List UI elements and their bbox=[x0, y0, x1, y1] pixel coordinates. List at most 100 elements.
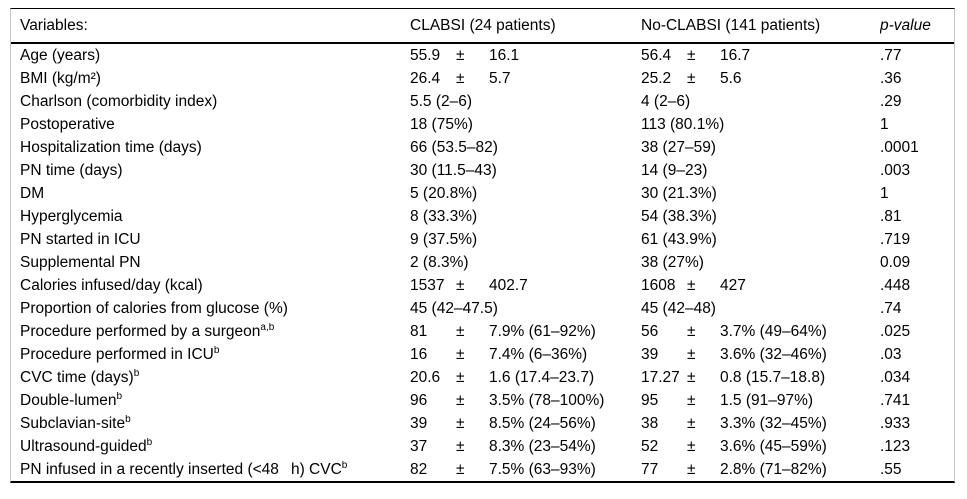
p-value-cell: .448 bbox=[880, 277, 954, 295]
plus-minus-sign: ± bbox=[687, 322, 696, 340]
table-row: Postoperative 18 (75%) 113 (80.1%) 1 bbox=[11, 113, 954, 136]
column-header-p-value: p-value bbox=[880, 16, 931, 34]
clabsi-value-cell-sd-range: 16.1 bbox=[489, 46, 520, 64]
p-value-cell: .933 bbox=[880, 415, 954, 433]
clabsi-value-cell-text: 66 (53.5–82) bbox=[410, 138, 498, 156]
no-clabsi-value-cell: 52 ±3.6% (45–59%) bbox=[641, 438, 880, 456]
no-clabsi-value-cell-sd-range: 0.8 (15.7–18.8) bbox=[720, 368, 826, 386]
variable-label: Postoperative bbox=[20, 115, 115, 133]
clabsi-value-cell-mean: 55.9 bbox=[410, 46, 441, 64]
variable-cell: Postoperative bbox=[11, 116, 410, 134]
table-row: Hospitalization time (days) 66 (53.5–82) 3… bbox=[11, 136, 954, 159]
variable-label: Procedure performed in ICU bbox=[20, 345, 214, 363]
clabsi-value-cell: 96 ±3.5% (78–100%) bbox=[410, 392, 641, 410]
plus-minus-sign: ± bbox=[687, 368, 696, 386]
p-value-cell: 1 bbox=[880, 116, 954, 134]
no-clabsi-value-cell: 56 ±3.7% (49–64%) bbox=[641, 323, 880, 341]
variable-label: Double-lumen bbox=[20, 391, 117, 409]
no-clabsi-value-cell-sd-range: 16.7 bbox=[720, 46, 751, 64]
p-value: .741 bbox=[880, 391, 911, 409]
clabsi-value-cell-sd-range: 8.5% (24–56%) bbox=[489, 414, 596, 432]
table-row: Calories infused/day (kcal) 1537 ±402.7 160… bbox=[11, 274, 954, 297]
plus-minus-sign: ± bbox=[687, 437, 696, 455]
variable-label: Proportion of calories from glucose (%) bbox=[20, 299, 288, 317]
table-row: Subclavian-siteb 39 ±8.5% (24–56%) 38 ±3.3% … bbox=[11, 412, 954, 435]
no-clabsi-value-cell: 30 (21.3%) bbox=[641, 185, 880, 203]
clabsi-value-cell: 16 ±7.4% (6–36%) bbox=[410, 346, 641, 364]
clabsi-value-cell: 66 (53.5–82) bbox=[410, 139, 641, 157]
plus-minus-sign: ± bbox=[687, 276, 696, 294]
variable-cell: Calories infused/day (kcal) bbox=[11, 277, 410, 295]
variable-cell: PN started in ICU bbox=[11, 231, 410, 249]
table-row: Ultrasound-guidedb 37 ±8.3% (23–54%) 52 ±3.6… bbox=[11, 435, 954, 458]
p-value-cell: .034 bbox=[880, 369, 954, 387]
no-clabsi-value-cell: 4 (2–6) bbox=[641, 93, 880, 111]
p-value: 0.09 bbox=[880, 253, 911, 271]
no-clabsi-value-cell-text: 38 (27%) bbox=[641, 253, 704, 271]
no-clabsi-value-cell: 14 (9–23) bbox=[641, 162, 880, 180]
column-header-clabsi: CLABSI (24 patients) bbox=[410, 16, 556, 34]
clabsi-value-cell: 45 (42–47.5) bbox=[410, 300, 641, 318]
p-value-cell: .77 bbox=[880, 47, 954, 65]
clabsi-value-cell-sd-range: 5.7 bbox=[489, 69, 511, 87]
no-clabsi-value-cell-text: 113 (80.1%) bbox=[641, 115, 725, 133]
p-value: .025 bbox=[880, 322, 911, 340]
table-row: PN started in ICU 9 (37.5%) 61 (43.9%) .719 bbox=[11, 228, 954, 251]
plus-minus-sign: ± bbox=[456, 368, 465, 386]
plus-minus-sign: ± bbox=[456, 437, 465, 455]
clabsi-value-cell-text: 8 (33.3%) bbox=[410, 207, 478, 225]
p-value: 1 bbox=[880, 184, 889, 202]
clabsi-value-cell-sd-range: 7.5% (63–93%) bbox=[489, 460, 596, 478]
clabsi-value-cell-mean: 1537 bbox=[410, 276, 445, 294]
p-value-cell: .55 bbox=[880, 461, 954, 479]
no-clabsi-value-cell-sd-range: 1.5 (91–97%) bbox=[720, 391, 814, 409]
p-value: .03 bbox=[880, 345, 902, 363]
variable-label: Calories infused/day (kcal) bbox=[20, 276, 203, 294]
p-value-cell: .36 bbox=[880, 70, 954, 88]
no-clabsi-value-cell-mean: 56.4 bbox=[641, 46, 672, 64]
clabsi-value-cell: 37 ±8.3% (23–54%) bbox=[410, 438, 641, 456]
plus-minus-sign: ± bbox=[456, 345, 465, 363]
table-row: Hyperglycemia 8 (33.3%) 54 (38.3%) .81 bbox=[11, 205, 954, 228]
no-clabsi-value-cell-mean: 1608 bbox=[641, 276, 676, 294]
variable-cell: Procedure performed in ICUb bbox=[11, 346, 410, 364]
p-value-cell: .741 bbox=[880, 392, 954, 410]
variable-label: Hospitalization time (days) bbox=[20, 138, 202, 156]
variable-cell: Hospitalization time (days) bbox=[11, 139, 410, 157]
variable-cell: PN time (days) bbox=[11, 162, 410, 180]
no-clabsi-value-cell-mean: 77 bbox=[641, 460, 659, 478]
clabsi-value-cell: 30 (11.5–43) bbox=[410, 162, 641, 180]
p-value-cell: .03 bbox=[880, 346, 954, 364]
no-clabsi-value-cell-sd-range: 5.6 bbox=[720, 69, 742, 87]
plus-minus-sign: ± bbox=[456, 46, 465, 64]
plus-minus-sign: ± bbox=[687, 46, 696, 64]
footnote-marker: b bbox=[125, 414, 131, 425]
clabsi-value-cell: 8 (33.3%) bbox=[410, 208, 641, 226]
no-clabsi-value-cell: 38 ±3.3% (32–45%) bbox=[641, 415, 880, 433]
no-clabsi-value-cell-text: 14 (9–23) bbox=[641, 161, 708, 179]
no-clabsi-value-cell-text: 45 (42–48) bbox=[641, 299, 716, 317]
no-clabsi-value-cell-text: 38 (27–59) bbox=[641, 138, 716, 156]
clabsi-value-cell-mean: 20.6 bbox=[410, 368, 441, 386]
p-value: .719 bbox=[880, 230, 911, 248]
no-clabsi-value-cell-mean: 25.2 bbox=[641, 69, 672, 87]
clabsi-value-cell: 55.9 ±16.1 bbox=[410, 47, 641, 65]
clabsi-value-cell-mean: 96 bbox=[410, 391, 428, 409]
variable-cell: CVC time (days)b bbox=[11, 369, 410, 387]
no-clabsi-value-cell-sd-range: 3.3% (32–45%) bbox=[720, 414, 827, 432]
p-value: .81 bbox=[880, 207, 902, 225]
column-header-variables: Variables: bbox=[20, 16, 88, 34]
p-value-cell: 1 bbox=[880, 185, 954, 203]
variable-cell: Proportion of calories from glucose (%) bbox=[11, 300, 410, 318]
plus-minus-sign: ± bbox=[687, 69, 696, 87]
no-clabsi-value-cell-sd-range: 2.8% (71–82%) bbox=[720, 460, 827, 478]
clabsi-value-cell: 9 (37.5%) bbox=[410, 231, 641, 249]
p-value: .77 bbox=[880, 46, 902, 64]
table-row: Double-lumenb 96 ±3.5% (78–100%) 95 ±1.5 (91… bbox=[11, 389, 954, 412]
table-row: PN infused in a recently inserted (<48 h… bbox=[11, 458, 954, 481]
no-clabsi-value-cell: 17.27 ±0.8 (15.7–18.8) bbox=[641, 369, 880, 387]
variable-label: BMI (kg/m²) bbox=[20, 69, 101, 87]
no-clabsi-value-cell-text: 54 (38.3%) bbox=[641, 207, 717, 225]
clabsi-value-cell-sd-range: 3.5% (78–100%) bbox=[489, 391, 605, 409]
